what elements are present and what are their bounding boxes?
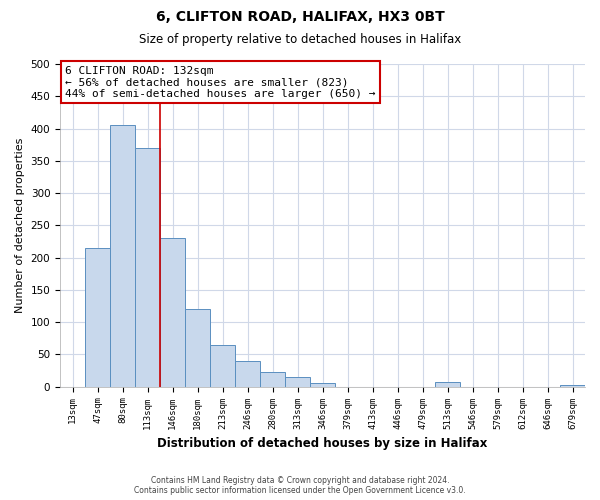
Bar bbox=[560, 385, 585, 386]
Y-axis label: Number of detached properties: Number of detached properties bbox=[15, 138, 25, 313]
Bar bbox=[285, 377, 310, 386]
Bar bbox=[235, 361, 260, 386]
Text: Contains HM Land Registry data © Crown copyright and database right 2024.
Contai: Contains HM Land Registry data © Crown c… bbox=[134, 476, 466, 495]
Bar bbox=[85, 248, 110, 386]
Text: 6 CLIFTON ROAD: 132sqm
← 56% of detached houses are smaller (823)
44% of semi-de: 6 CLIFTON ROAD: 132sqm ← 56% of detached… bbox=[65, 66, 376, 99]
Bar bbox=[110, 126, 135, 386]
Bar bbox=[310, 383, 335, 386]
Bar bbox=[160, 238, 185, 386]
Bar bbox=[260, 372, 285, 386]
Bar bbox=[435, 382, 460, 386]
Bar bbox=[135, 148, 160, 386]
Bar bbox=[185, 309, 210, 386]
Text: 6, CLIFTON ROAD, HALIFAX, HX3 0BT: 6, CLIFTON ROAD, HALIFAX, HX3 0BT bbox=[155, 10, 445, 24]
Text: Size of property relative to detached houses in Halifax: Size of property relative to detached ho… bbox=[139, 32, 461, 46]
Bar bbox=[210, 344, 235, 387]
X-axis label: Distribution of detached houses by size in Halifax: Distribution of detached houses by size … bbox=[157, 437, 488, 450]
